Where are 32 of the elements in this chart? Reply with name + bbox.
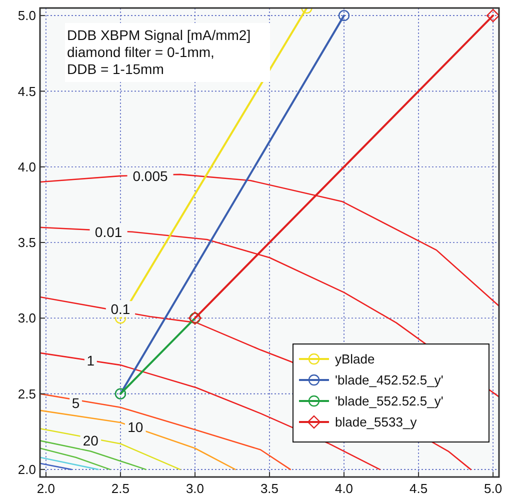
x-tick-label: 5.0: [484, 481, 502, 496]
legend-label: 'blade_452.52.5_y': [335, 372, 444, 388]
x-tick-label: 4.5: [409, 481, 428, 496]
annotation: 1: [86, 352, 95, 368]
y-tick-label: 3.5: [18, 235, 36, 250]
y-tick-label: 3.0: [18, 310, 36, 326]
annotation: DDB = 1-15mm: [67, 61, 164, 77]
annotation: diamond filter = 0-1mm,: [67, 44, 214, 60]
annotation: 10: [128, 418, 144, 435]
annotation: DDB XBPM Signal [mA/mm2]: [67, 27, 251, 43]
x-tick-label: 3.5: [260, 481, 279, 496]
annotation: 0.01: [94, 224, 122, 240]
line-series: [40, 393, 292, 470]
x-tick-label: 2.5: [111, 481, 130, 496]
legend-label: yBlade: [335, 352, 375, 367]
x-tick-label: 2.0: [36, 481, 55, 496]
annotation: 0.005: [132, 168, 168, 184]
legend-label: blade_5533_y: [335, 414, 418, 430]
annotation: 5: [72, 394, 80, 411]
x-tick-label: 4.0: [334, 481, 354, 496]
y-tick-label: 2.5: [18, 386, 36, 402]
line-series: [40, 410, 236, 470]
y-tick-label: 4.0: [18, 159, 36, 174]
y-tick-label: 2.0: [18, 462, 36, 477]
x-tick-label: 3.0: [186, 481, 204, 496]
y-tick-label: 5.0: [18, 8, 36, 24]
point: [486, 8, 499, 22]
annotation: 0.1: [110, 300, 130, 317]
y-tick-label: 4.5: [18, 84, 36, 99]
point: [338, 10, 350, 22]
annotation: 20: [82, 432, 99, 449]
legend-label: 'blade_552.52.5_y': [335, 394, 444, 409]
